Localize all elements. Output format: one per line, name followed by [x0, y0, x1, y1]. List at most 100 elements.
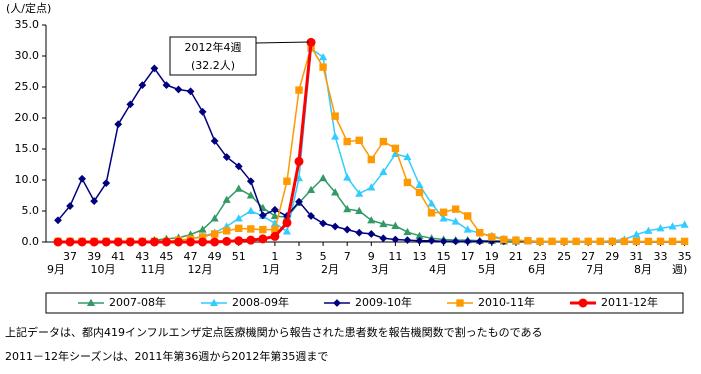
- marker: [391, 221, 400, 229]
- marker: [343, 225, 352, 234]
- x-tick-label: 49: [208, 250, 222, 263]
- marker: [270, 211, 279, 220]
- marker: [210, 214, 219, 222]
- marker: [198, 107, 207, 116]
- marker: [415, 180, 424, 189]
- x-tick-label: 17: [461, 250, 475, 263]
- marker: [246, 191, 255, 199]
- marker: [680, 220, 689, 228]
- marker: [524, 237, 532, 245]
- annotation-text: 2012年4週: [185, 40, 242, 54]
- month-label: 3月: [371, 263, 389, 276]
- marker: [668, 237, 677, 246]
- marker: [295, 197, 303, 206]
- y-tick-label: 10.0: [15, 173, 40, 186]
- legend-marker: [578, 298, 588, 308]
- marker: [391, 235, 400, 244]
- marker: [174, 85, 183, 94]
- marker: [463, 237, 472, 246]
- marker: [319, 219, 328, 228]
- marker: [379, 219, 388, 228]
- marker: [186, 87, 195, 96]
- marker: [246, 177, 255, 186]
- marker: [282, 227, 291, 235]
- y-tick-label: 30.0: [15, 49, 40, 62]
- month-label: 1月: [262, 263, 280, 276]
- x-tick-label: 43: [135, 250, 149, 263]
- x-axis-unit: 週): [672, 263, 687, 276]
- marker: [331, 188, 340, 196]
- marker: [403, 178, 412, 187]
- marker: [512, 236, 520, 244]
- y-tick-label: 20.0: [15, 111, 40, 124]
- legend-label: 2011-12年: [601, 295, 658, 309]
- marker: [560, 237, 568, 246]
- marker: [439, 214, 448, 222]
- marker: [367, 155, 376, 164]
- x-tick-label: 5: [320, 250, 327, 263]
- marker: [319, 53, 328, 61]
- y-tick-label: 35.0: [15, 18, 40, 31]
- marker: [355, 136, 363, 145]
- marker: [367, 183, 376, 191]
- marker: [343, 173, 352, 181]
- marker: [247, 225, 255, 233]
- marker: [234, 214, 243, 222]
- legend-label: 2010-11年: [478, 295, 535, 309]
- marker: [439, 237, 448, 246]
- marker: [162, 81, 171, 90]
- marker: [114, 120, 123, 129]
- marker: [475, 237, 484, 246]
- marker: [427, 199, 436, 207]
- marker: [149, 237, 159, 247]
- marker: [451, 237, 460, 246]
- month-label: 2月: [321, 263, 339, 276]
- marker: [89, 237, 99, 247]
- marker: [138, 81, 147, 90]
- marker: [307, 185, 316, 193]
- marker: [379, 234, 388, 243]
- marker: [391, 144, 400, 153]
- marker: [536, 237, 544, 246]
- x-tick-label: 15: [437, 250, 451, 263]
- marker: [343, 137, 351, 146]
- marker: [331, 222, 340, 231]
- marker: [113, 237, 123, 247]
- legend-marker: [86, 298, 96, 307]
- marker: [102, 179, 111, 188]
- marker: [367, 216, 376, 224]
- y-tick-label: 15.0: [15, 142, 40, 155]
- x-tick-label: 47: [184, 250, 198, 263]
- x-tick-label: 7: [344, 250, 351, 263]
- marker: [53, 237, 63, 247]
- x-tick-label: 25: [557, 250, 571, 263]
- marker: [319, 173, 328, 182]
- marker: [259, 225, 267, 234]
- month-label: 10月: [91, 263, 116, 276]
- marker: [295, 86, 303, 94]
- marker: [294, 173, 304, 182]
- marker: [210, 237, 220, 247]
- x-tick-label: 37: [63, 250, 77, 263]
- marker: [198, 237, 208, 247]
- annotation-text: (32.2人): [191, 59, 235, 72]
- marker: [415, 188, 424, 197]
- marker: [125, 237, 135, 247]
- month-label: 11月: [141, 263, 166, 276]
- marker: [150, 64, 159, 73]
- marker: [222, 236, 232, 246]
- marker: [307, 212, 315, 220]
- marker: [258, 211, 267, 220]
- marker: [78, 174, 87, 183]
- x-tick-label: 13: [413, 250, 427, 263]
- y-axis-label: (人/定点): [6, 1, 51, 15]
- marker: [174, 237, 183, 247]
- x-tick-label: 39: [87, 250, 101, 263]
- x-tick-label: 51: [232, 250, 246, 263]
- marker: [620, 237, 629, 246]
- x-tick-label: 45: [159, 250, 173, 263]
- marker: [234, 184, 243, 192]
- marker: [222, 195, 231, 203]
- marker: [656, 237, 665, 246]
- x-tick-label: 19: [485, 250, 499, 263]
